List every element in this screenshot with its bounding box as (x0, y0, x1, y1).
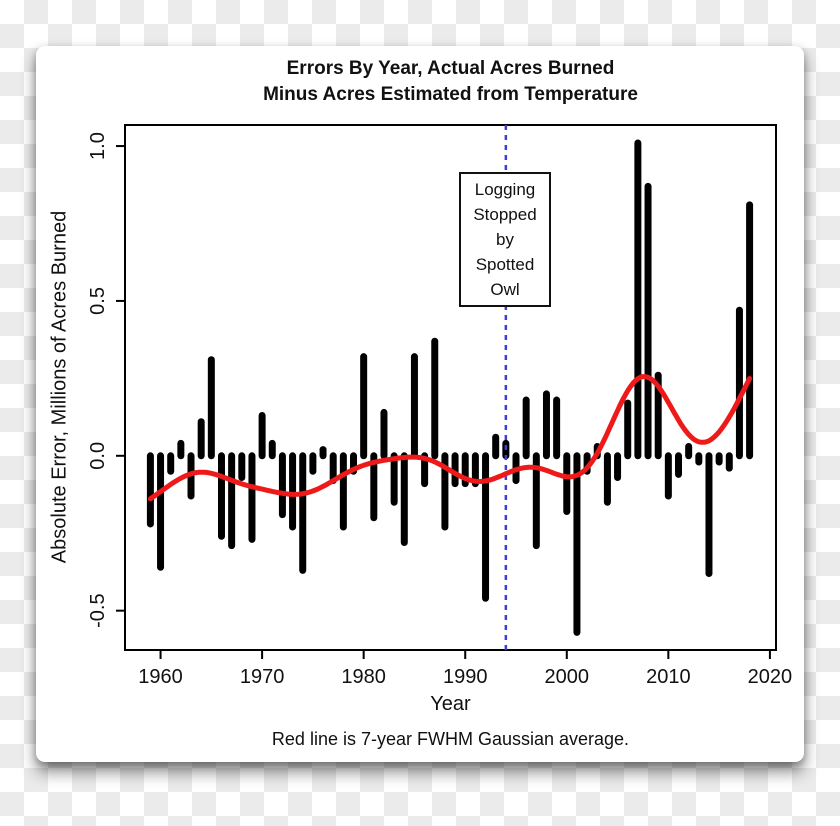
y-tick-label: 0.5 (87, 287, 109, 315)
y-tick-label: -0.5 (87, 593, 109, 627)
chart-title-line2: Minus Acres Estimated from Temperature (263, 84, 638, 105)
chart-canvas: 1960 1970 1980 1990 2000 2010 2020 1.0 0.5 0.0 -0.… (87, 124, 793, 688)
x-tick-label: 1990 (443, 666, 488, 688)
annotation-line: Owl (490, 280, 520, 299)
chart-caption: Red line is 7-year FWHM Gaussian average… (271, 729, 630, 749)
annotation-line: Stopped (473, 205, 537, 224)
chart-title-line1: Errors By Year, Actual Acres Burned (286, 58, 615, 79)
annotation-box: Logging Stopped by Spotted Owl (459, 172, 551, 307)
annotation-line: by (496, 230, 514, 249)
gaussian-average-line (147, 374, 753, 502)
y-tick-label: 0.0 (87, 442, 109, 470)
annotation-line: Logging (474, 180, 536, 199)
x-tick-label: 1960 (138, 666, 183, 688)
chart-image-card: Errors By Year, Actual Acres Burned Minu… (36, 46, 804, 762)
x-tick-label: 2000 (545, 666, 590, 688)
x-axis-label: Year (430, 693, 471, 715)
annotation-line: Spotted (475, 255, 535, 274)
x-tick-label: 2010 (646, 666, 691, 688)
plot-panel-border (124, 124, 777, 651)
x-tick-label: 1980 (341, 666, 386, 688)
x-tick-label: 2020 (748, 666, 793, 688)
x-tick-label: 1970 (240, 666, 285, 688)
chart-title: Errors By Year, Actual Acres Burned Minu… (125, 56, 776, 108)
y-tick-label: 1.0 (87, 132, 109, 160)
